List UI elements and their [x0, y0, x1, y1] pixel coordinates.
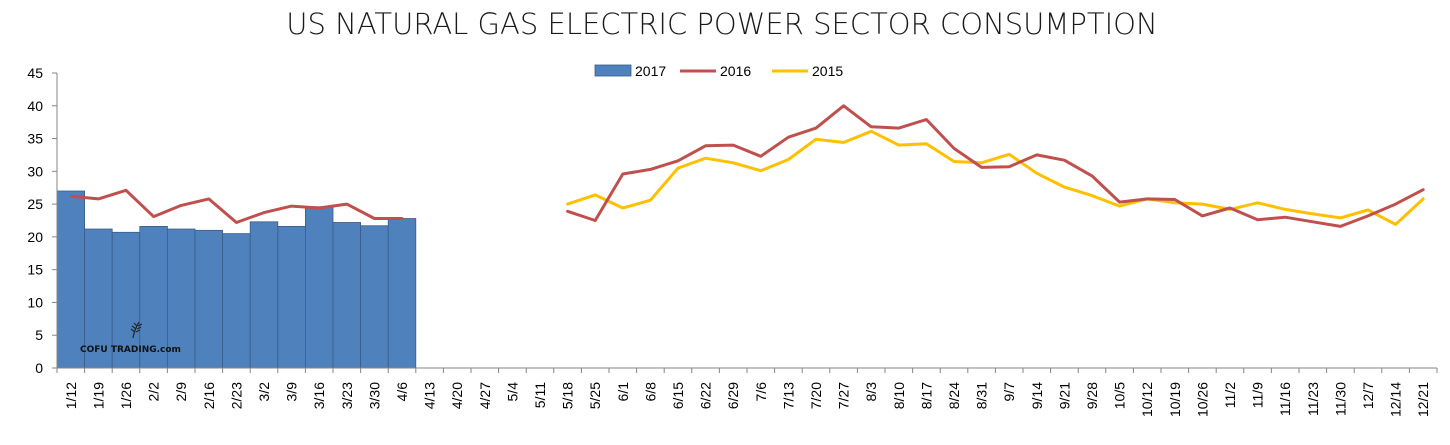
line-series [69, 104, 1425, 228]
x-tick-label: 1/19 [90, 382, 106, 409]
chart-title: US NATURAL GAS ELECTRIC POWER SECTOR CON… [286, 7, 1157, 41]
y-axis-ticks: 0 5 10 15 20 25 30 35 40 45 [27, 65, 57, 376]
x-tick-label: 3/16 [311, 382, 327, 409]
y-tick-label: 35 [27, 131, 43, 147]
bar-2017-2/16 [194, 229, 224, 369]
x-tick-label: 11/16 [1277, 382, 1293, 416]
x-tick-label: 3/9 [284, 382, 300, 402]
x-tick-label: 2/2 [146, 382, 162, 402]
y-tick-label: 5 [35, 327, 43, 343]
bar-2017-1/12 [56, 190, 86, 369]
line-2016-segment-1 [69, 188, 404, 224]
x-tick-label: 7/27 [836, 382, 852, 409]
x-tick-label: 5/18 [560, 382, 576, 409]
x-tick-label: 11/23 [1305, 382, 1321, 416]
y-tick-label: 20 [27, 229, 43, 245]
bar-2017-2/2 [139, 225, 168, 369]
x-tick-label: 5/11 [532, 382, 548, 408]
x-tick-label: 11/9 [1250, 382, 1266, 408]
bar-2017-3/16 [304, 206, 334, 369]
watermark: COFU TRADING.com [80, 321, 181, 355]
x-tick-label: 2/9 [173, 382, 189, 402]
legend-label-2017: 2017 [635, 63, 666, 79]
y-tick-label: 15 [27, 262, 43, 278]
x-tick-label: 5/25 [587, 382, 603, 409]
y-tick-label: 40 [27, 98, 43, 114]
line-2015-segment-1 [566, 129, 1425, 226]
x-tick-label: 7/6 [753, 382, 769, 402]
bar-2017-1/26 [111, 231, 141, 369]
x-tick-label: 8/3 [863, 382, 879, 402]
bar-2017-4/6 [387, 218, 417, 369]
x-tick-label: 6/15 [670, 382, 686, 409]
x-tick-label: 8/31 [974, 382, 990, 409]
y-tick-label: 0 [35, 360, 43, 376]
x-tick-label: 6/8 [642, 382, 658, 402]
x-tick-label: 4/20 [449, 382, 465, 409]
x-tick-label: 10/5 [1112, 382, 1128, 409]
y-tick-label: 45 [27, 65, 43, 81]
x-tick-label: 12/7 [1360, 382, 1376, 409]
x-tick-label: 8/17 [918, 382, 934, 409]
y-tick-label: 25 [27, 196, 43, 212]
legend: 2017 2016 2015 [594, 63, 843, 79]
x-tick-label: 6/22 [698, 382, 714, 409]
y-tick-label: 30 [27, 163, 43, 179]
x-axis-ticks: 1/12 1/19 1/26 2/2 2/9 2/16 2/23 3/2 3/9 3/16 3/23… [56, 368, 1438, 417]
x-tick-label: 5/4 [504, 382, 520, 402]
bar-2017-2/9 [166, 228, 196, 369]
bar-2017-1/19 [84, 228, 113, 369]
y-tick-label: 10 [27, 294, 43, 310]
legend-label-2015: 2015 [812, 63, 843, 79]
x-tick-label: 9/14 [1029, 382, 1045, 409]
x-tick-label: 9/28 [1084, 382, 1100, 409]
x-tick-label: 3/30 [366, 382, 382, 409]
x-tick-label: 4/13 [422, 382, 438, 409]
x-tick-label: 11/2 [1222, 382, 1238, 408]
x-tick-label: 2/23 [228, 382, 244, 409]
bar-2017-3/23 [332, 222, 362, 369]
bar-2017-3/30 [360, 225, 389, 369]
x-tick-label: 3/2 [256, 382, 272, 402]
bar-2017-3/9 [277, 225, 306, 369]
legend-label-2016: 2016 [720, 63, 751, 79]
x-tick-label: 3/23 [339, 382, 355, 409]
bar-2017-3/2 [249, 221, 279, 369]
x-tick-label: 1/26 [118, 382, 134, 409]
bars-2017 [56, 190, 417, 369]
x-tick-label: 4/6 [394, 382, 410, 402]
x-tick-label: 2/16 [201, 382, 217, 409]
x-tick-label: 9/7 [1001, 382, 1017, 402]
legend-swatch-2017 [594, 64, 632, 77]
x-tick-label: 11/30 [1332, 382, 1348, 416]
x-tick-label: 7/20 [808, 382, 824, 409]
line-2016-segment-2 [566, 104, 1425, 228]
x-tick-label: 6/1 [615, 382, 631, 402]
x-tick-label: 4/27 [477, 382, 493, 409]
x-tick-label: 10/26 [1194, 382, 1210, 417]
x-tick-label: 8/10 [891, 382, 907, 409]
watermark-text: COFU TRADING.com [80, 345, 181, 355]
x-tick-label: 1/12 [63, 382, 79, 409]
x-tick-label: 8/24 [946, 382, 962, 409]
x-tick-label: 6/29 [725, 382, 741, 409]
x-tick-label: 12/14 [1388, 382, 1404, 417]
x-tick-label: 10/12 [1139, 382, 1155, 417]
x-tick-label: 9/21 [1056, 382, 1072, 409]
x-tick-label: 7/13 [780, 382, 796, 409]
x-tick-label: 12/21 [1415, 382, 1431, 417]
wheat-logo-icon [130, 321, 143, 339]
bar-2017-2/23 [222, 233, 251, 369]
x-tick-label: 10/19 [1167, 382, 1183, 417]
